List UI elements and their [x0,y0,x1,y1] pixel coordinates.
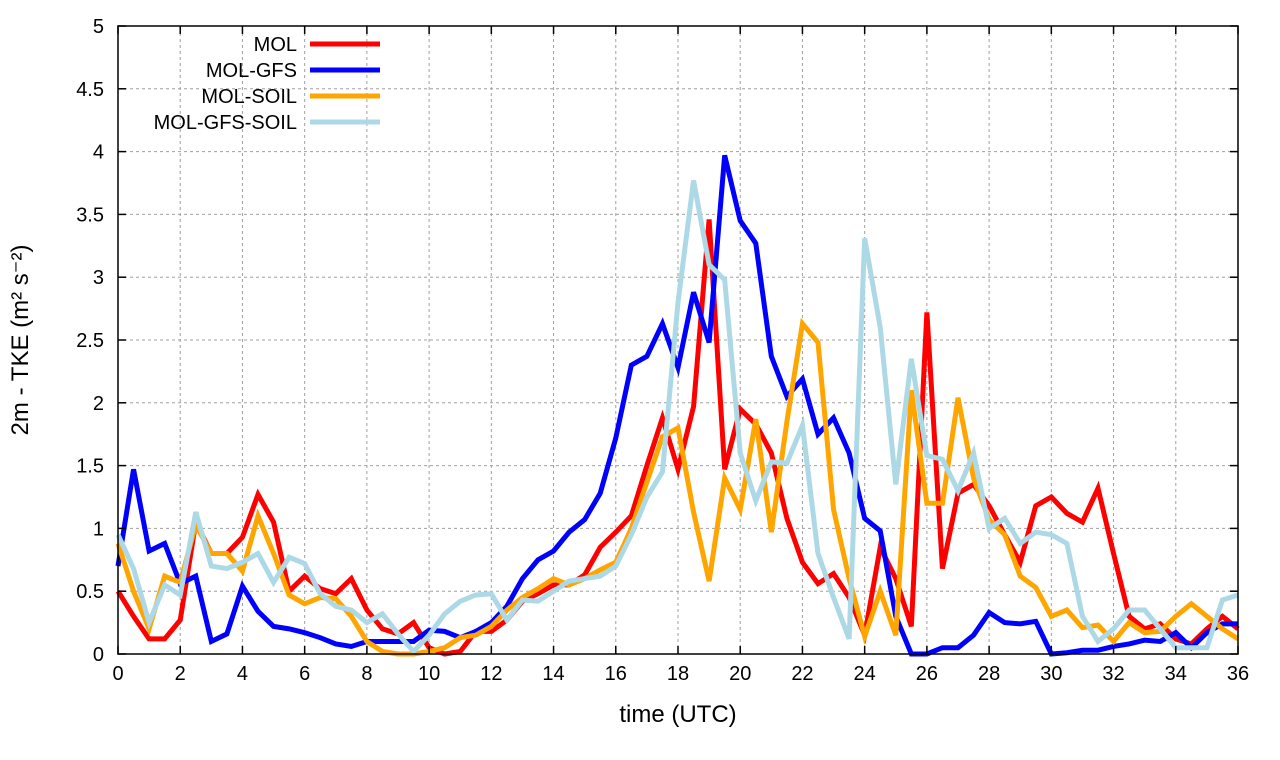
y-tick-label: 2 [93,393,104,415]
legend-label-mol-gfs-soil: MOL-GFS-SOIL [154,112,297,134]
x-axis-label: time (UTC) [619,701,736,728]
y-tick-label: 3 [93,267,104,289]
series-line-mol-soil [115,317,1240,657]
x-tick-label: 26 [916,663,938,685]
series-line-mol [115,219,1240,657]
axis-ticks: 0 2 4 6 8 10 12 14 16 18 20 22 24 26 28 30 32 34 3600.511.… [76,16,1249,685]
x-tick-label: 0 [112,663,123,685]
y-tick-label: 3.5 [76,204,104,226]
x-tick-label: 14 [542,663,564,685]
x-tick-label: 12 [480,663,502,685]
y-tick-label: 1 [93,518,104,540]
y-tick-label: 4 [93,142,104,164]
x-tick-label: 4 [237,663,248,685]
x-tick-label: 18 [667,663,689,685]
legend-label-mol-soil: MOL-SOIL [201,86,297,108]
series-line-mol-gfs-soil [115,180,1239,656]
legend: MOL MOL-GFS MOL-SOIL MOL-GFS-SOIL [154,34,380,134]
legend-label-mol: MOL [254,34,297,56]
y-tick-label: 1.5 [76,456,104,478]
x-tick-label: 28 [978,663,1000,685]
x-tick-label: 20 [729,663,751,685]
x-tick-label: 24 [854,663,876,685]
x-tick-label: 22 [791,663,813,685]
y-tick-label: 5 [93,16,104,38]
x-tick-label: 6 [299,663,310,685]
x-tick-label: 2 [175,663,186,685]
x-tick-label: 30 [1040,663,1062,685]
x-tick-label: 8 [361,663,372,685]
x-tick-label: 34 [1165,663,1187,685]
x-tick-label: 16 [605,663,627,685]
y-axis-label: 2m - TKE (m² s⁻²) [7,245,34,436]
legend-label-mol-gfs: MOL-GFS [206,60,297,82]
y-tick-label: 0 [93,644,104,666]
y-tick-label: 4.5 [76,79,104,101]
x-tick-label: 36 [1227,663,1249,685]
y-tick-label: 2.5 [76,330,104,352]
x-tick-label: 10 [418,663,440,685]
y-tick-label: 0.5 [76,581,104,603]
x-tick-label: 32 [1102,663,1124,685]
